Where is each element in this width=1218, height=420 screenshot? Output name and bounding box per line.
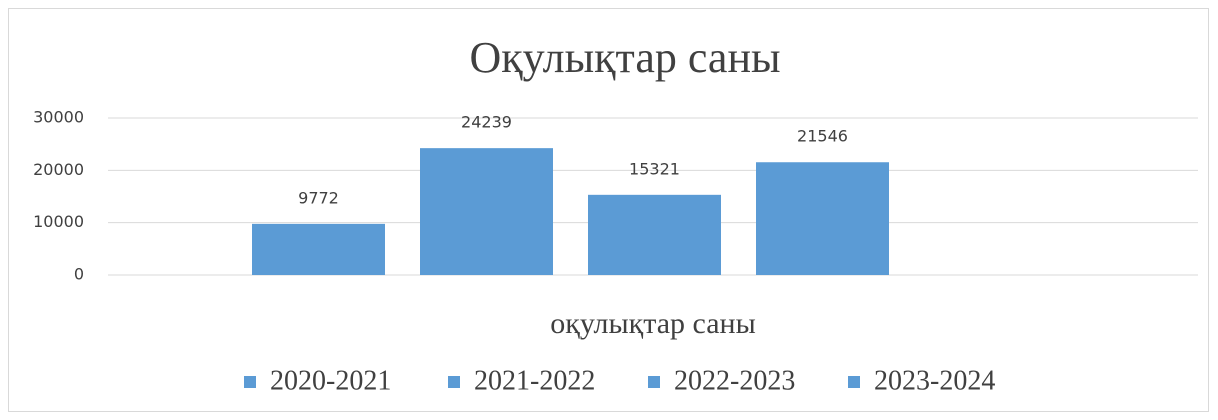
bar bbox=[588, 194, 721, 275]
legend-swatch bbox=[848, 376, 860, 388]
legend-label: 2022-2023 bbox=[674, 365, 795, 396]
data-label: 9772 bbox=[298, 188, 339, 207]
bar bbox=[420, 148, 553, 275]
x-axis-category: оқулықтар саны bbox=[550, 307, 755, 340]
bar bbox=[252, 223, 385, 275]
data-label: 21546 bbox=[797, 127, 848, 146]
y-tick-label: 30000 bbox=[33, 108, 84, 127]
y-tick-label: 20000 bbox=[33, 160, 84, 179]
legend-label: 2023-2024 bbox=[874, 365, 995, 396]
y-tick-label: 0 bbox=[74, 265, 84, 284]
chart-title: Оқулықтар саны bbox=[469, 33, 780, 82]
legend-label: 2020-2021 bbox=[270, 365, 391, 396]
legend-swatch bbox=[448, 376, 460, 388]
legend-swatch bbox=[244, 376, 256, 388]
legend-label: 2021-2022 bbox=[474, 365, 595, 396]
y-tick-label: 10000 bbox=[33, 212, 84, 231]
bar bbox=[756, 162, 889, 275]
data-label: 15321 bbox=[629, 159, 680, 178]
legend-swatch bbox=[648, 376, 660, 388]
data-label: 24239 bbox=[461, 113, 512, 132]
